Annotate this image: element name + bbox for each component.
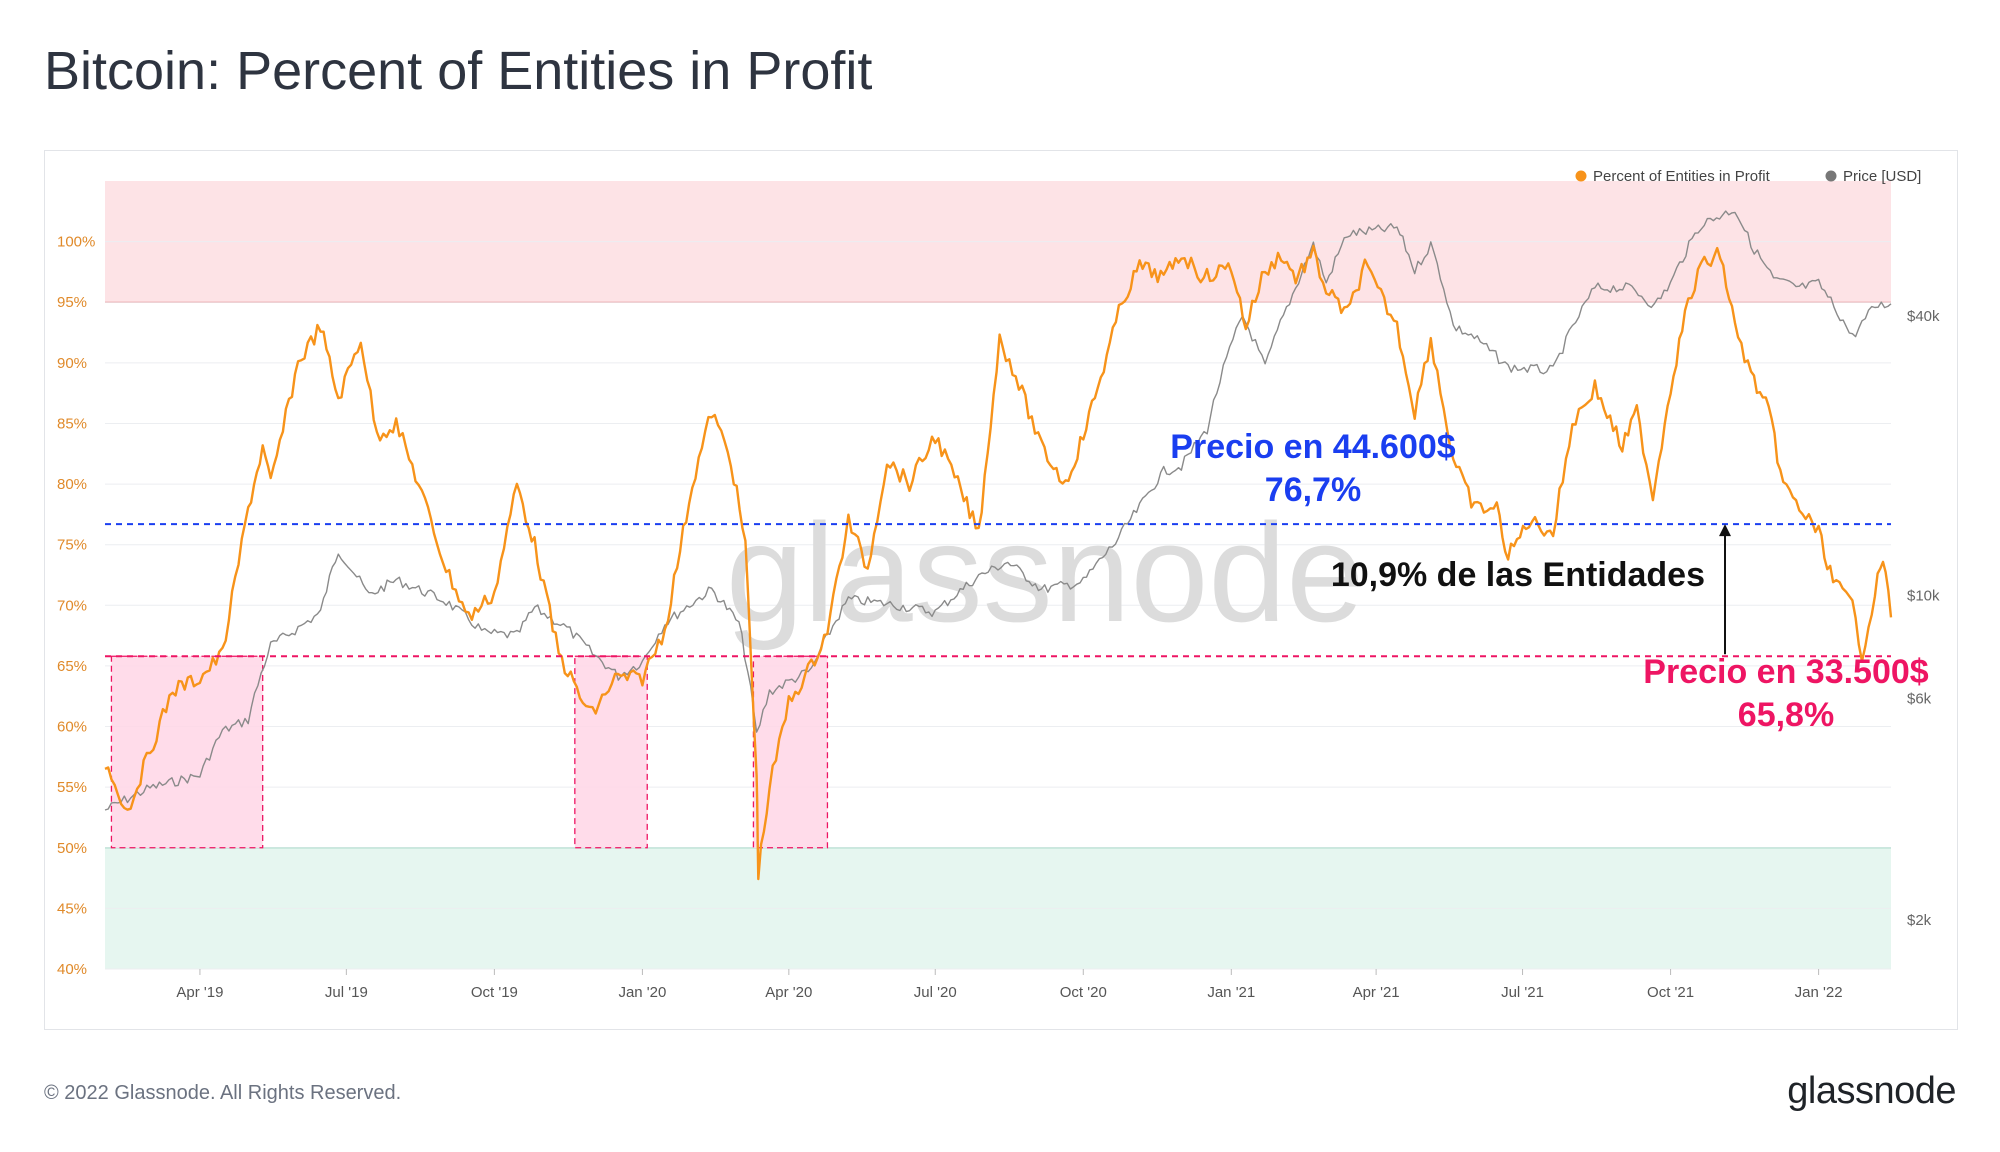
chart-frame: 100% 95% 90% 85% 80% 75% 70% 65% 60% 55% 50% 45% 40%… (44, 150, 1958, 1030)
y-left-tick-label: 75% (57, 537, 87, 554)
series-profit-line (104, 244, 1893, 881)
legend-price-label: Price [USD] (1843, 168, 1921, 185)
legend-profit-label: Percent of Entities in Profit (1593, 168, 1771, 185)
legend-price-marker (1825, 170, 1837, 182)
y-left-tick-label: 55% (57, 779, 87, 796)
x-tick-label: Jul '20 (914, 984, 957, 1001)
y-left-tick-label: 80% (57, 476, 87, 493)
x-tick-label: Oct '19 (471, 984, 518, 1001)
y-left-tick-label: 85% (57, 415, 87, 432)
y-left-tick-label: 100% (57, 234, 95, 251)
x-tick-label: Jan '20 (618, 984, 666, 1001)
series-price-line (104, 210, 1892, 811)
annotation-pink-line2: 65,8% (1738, 696, 1834, 734)
x-tick-label: Apr '19 (176, 984, 223, 1001)
footer-logo[interactable]: glassnode (1787, 1070, 1956, 1112)
highlight-region-0 (110, 655, 264, 849)
x-tick-label: Oct '20 (1060, 984, 1107, 1001)
gap-arrow-head (1719, 524, 1731, 537)
y-left-tick-label: 65% (57, 658, 87, 675)
annotation-blue-line2: 76,7% (1265, 471, 1361, 509)
x-tick-label: Jan '21 (1207, 984, 1255, 1001)
y-left-tick-label: 50% (57, 840, 87, 857)
x-tick-label: Jul '19 (325, 984, 368, 1001)
y-left-tick-label: 70% (57, 597, 87, 614)
y-right-tick-label: $10k (1907, 588, 1940, 605)
legend-profit-marker (1575, 170, 1587, 182)
y-right-tick-label: $2k (1907, 912, 1932, 929)
y-left-tick-label: 40% (57, 961, 87, 978)
y-left-tick-label: 90% (57, 355, 87, 372)
x-tick-label: Oct '21 (1647, 984, 1694, 1001)
y-right-tick-label: $6k (1907, 690, 1932, 707)
y-left-tick-label: 45% (57, 900, 87, 917)
x-tick-label: Jan '22 (1795, 984, 1843, 1001)
y-right-tick-label: $40k (1907, 308, 1940, 325)
y-left-tick-label: 95% (57, 294, 87, 311)
chart-svg: 100% 95% 90% 85% 80% 75% 70% 65% 60% 55% 50% 45% 40%… (57, 168, 1940, 1001)
annotation-pink-line1: Precio en 33.500$ (1643, 653, 1929, 691)
watermark: glassnode (726, 494, 1364, 651)
x-tick-label: Apr '21 (1353, 984, 1400, 1001)
footer-copyright: © 2022 Glassnode. All Rights Reserved. (44, 1082, 402, 1104)
highlight-region-2 (752, 655, 829, 849)
annotation-blue-line1: Precio en 44.600$ (1170, 428, 1456, 466)
annotation-gap: 10,9% de las Entidades (1331, 556, 1705, 594)
x-tick-label: Apr '20 (765, 984, 812, 1001)
y-left-tick-label: 60% (57, 719, 87, 736)
x-tick-label: Jul '21 (1501, 984, 1544, 1001)
page-title: Bitcoin: Percent of Entities in Profit (44, 41, 873, 101)
